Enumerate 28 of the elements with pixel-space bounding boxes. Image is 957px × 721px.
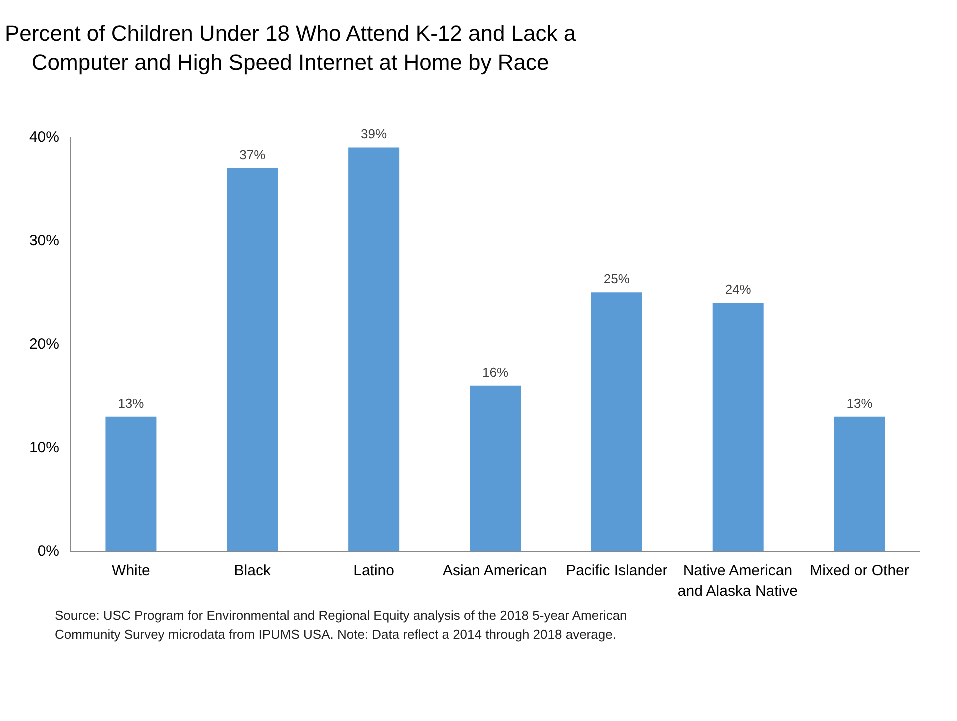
y-tick-label: 20% <box>29 336 60 354</box>
x-tick-label: Black <box>234 562 272 580</box>
data-label: 13% <box>118 396 145 412</box>
bar <box>712 303 764 552</box>
data-label: 24% <box>725 282 752 298</box>
x-tick-label: Native American and Alaska Native <box>678 562 798 600</box>
bar <box>834 417 886 552</box>
y-tick-label: 0% <box>38 543 60 560</box>
x-tick-label: Pacific Islander <box>566 562 668 580</box>
y-tick-label: 40% <box>29 129 60 146</box>
data-label: 37% <box>240 148 266 163</box>
x-tick-label: Asian American <box>442 562 548 580</box>
chart-title: Percent of Children Under 18 Who Attend K-12 and Lack a Computer and High Speed Internet at Home by Race <box>5 20 576 77</box>
y-tick-label: 10% <box>29 440 60 457</box>
data-label: 25% <box>604 272 630 287</box>
data-label: 13% <box>846 396 874 412</box>
bar <box>591 292 642 552</box>
source-note: Source: USC Program for Environmental and Regional Equity analysis of the 2018 5-year American Community Survey microdata from IPUMS USA. Note: Data reflect a 2014 through 2018 average. <box>55 607 628 644</box>
x-tick-label: White <box>112 562 150 580</box>
data-label: 16% <box>482 365 509 380</box>
bar <box>348 148 400 552</box>
x-tick-label: Mixed or Other <box>810 562 910 580</box>
data-label: 39% <box>361 126 388 142</box>
bar <box>470 386 521 552</box>
bar <box>106 417 157 552</box>
y-tick-label: 30% <box>29 232 60 250</box>
bar <box>227 168 278 552</box>
x-tick-label: Latino <box>354 562 395 580</box>
